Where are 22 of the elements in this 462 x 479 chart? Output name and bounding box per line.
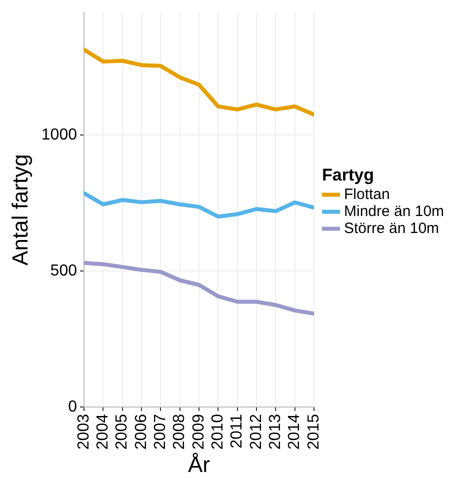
- x-tick-label: 2004: [94, 414, 112, 450]
- y-axis-title: Antal fartyg: [7, 154, 32, 266]
- x-tick-label: 2014: [286, 414, 304, 450]
- x-axis-title: År: [188, 452, 210, 477]
- x-tick-label: 2012: [248, 414, 265, 450]
- x-tick-label: 2006: [132, 414, 150, 450]
- legend-label: Mindre än 10m: [344, 202, 444, 220]
- legend-label: Större än 10m: [344, 220, 440, 237]
- y-tick-label: 1000: [41, 126, 78, 144]
- legend-label: Flottan: [344, 186, 390, 203]
- x-tick-label: 2008: [171, 414, 188, 450]
- y-tick-label: 500: [50, 262, 78, 280]
- x-tick-label: 2005: [114, 414, 131, 450]
- y-tick-label: 0: [68, 398, 78, 416]
- legend-title: Fartyg: [322, 165, 374, 184]
- x-tick-label: 2013: [267, 414, 284, 450]
- x-tick-label: 2007: [152, 414, 170, 450]
- x-tick-label: 2011: [228, 414, 246, 448]
- x-tick-label: 2003: [75, 414, 92, 450]
- x-tick-label: 2009: [190, 414, 208, 450]
- x-tick-label: 2015: [305, 414, 322, 450]
- x-tick-label: 2010: [210, 414, 227, 450]
